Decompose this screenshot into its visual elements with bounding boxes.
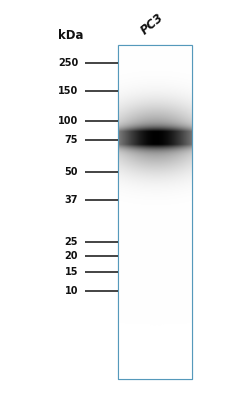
Text: 150: 150 (58, 86, 78, 96)
Text: 250: 250 (58, 58, 78, 68)
Text: 20: 20 (65, 251, 78, 261)
Text: 75: 75 (65, 136, 78, 146)
Text: kDa: kDa (58, 29, 84, 42)
Text: 25: 25 (65, 237, 78, 247)
Bar (118, 45, 192, 379)
Text: 15: 15 (65, 267, 78, 277)
Text: 50: 50 (65, 167, 78, 177)
Text: 37: 37 (65, 195, 78, 205)
Text: 10: 10 (65, 286, 78, 296)
Bar (118, 45, 192, 379)
Text: PC3: PC3 (138, 11, 166, 37)
Text: 100: 100 (58, 116, 78, 126)
